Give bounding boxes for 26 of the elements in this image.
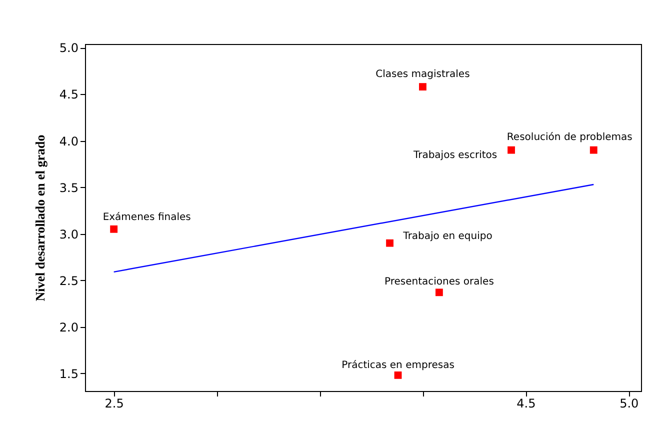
point (110, 225, 118, 233)
annotation: Presentaciones orales (384, 276, 494, 288)
point (590, 146, 598, 154)
point (435, 288, 443, 296)
x-tick-label: 2.5 (104, 396, 124, 410)
point (508, 146, 515, 154)
annotation: Exámenes finales (102, 212, 191, 224)
y-tick-label: 4.0 (59, 134, 78, 148)
x-tick-label: 5.0 (620, 396, 639, 410)
point (419, 83, 426, 90)
annotation: Trabajo en equipo (402, 231, 492, 242)
y-tick-label: 3.0 (59, 227, 78, 242)
y-tick-label: 2.5 (59, 274, 78, 288)
y-tick-label: 1.5 (59, 366, 78, 381)
annotation: Prácticas en empresas (342, 360, 454, 372)
y-tick-label: 3.5 (59, 180, 78, 195)
point (394, 371, 402, 379)
annotation: Clases magistrales (376, 68, 470, 80)
x-tick-label: 4.5 (516, 396, 536, 410)
annotation: Trabajos escritos (412, 150, 498, 162)
y-tick-label: 4.5 (59, 88, 78, 102)
y-tick-label: 5.0 (59, 41, 78, 56)
point (386, 239, 394, 247)
y-tick-label: 2.0 (59, 320, 78, 334)
y-axis-title: Nivel desarrollado en el grado (32, 134, 48, 302)
annotation: Resolución de problemas (506, 132, 632, 144)
